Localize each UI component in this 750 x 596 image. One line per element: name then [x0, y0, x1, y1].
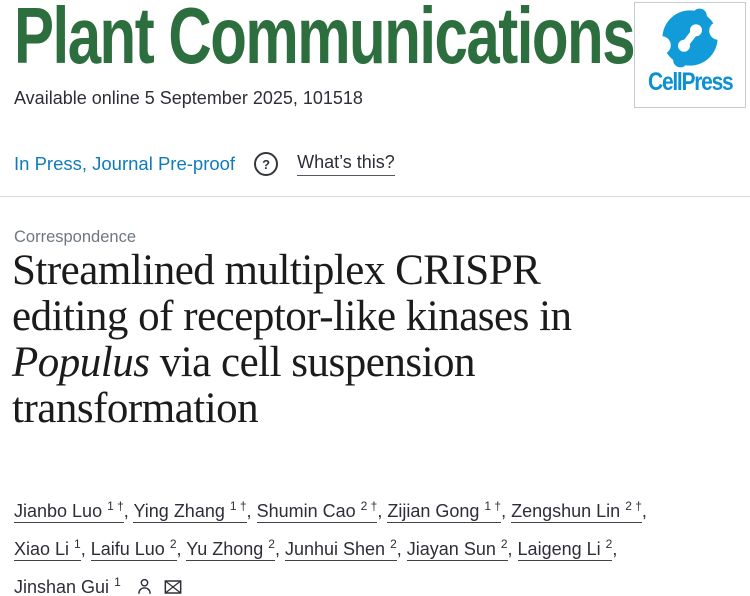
- section-label: Correspondence: [14, 228, 136, 246]
- whats-this-link[interactable]: What’s this?: [297, 152, 395, 176]
- author-link[interactable]: Yu Zhong 2: [186, 537, 275, 561]
- author-link[interactable]: Xiao Li 1: [14, 537, 81, 561]
- author-link[interactable]: Laigeng Li 2: [517, 537, 613, 561]
- author-separator: ,: [641, 501, 647, 521]
- author-separator: ,: [274, 539, 285, 559]
- author-separator: ,: [123, 501, 134, 521]
- author-separator: ,: [246, 501, 257, 521]
- author-separator: ,: [507, 539, 518, 559]
- author-link[interactable]: Junhui Shen 2: [284, 537, 397, 561]
- cellpress-logo[interactable]: CellPress: [634, 2, 746, 108]
- in-press-link[interactable]: In Press, Journal Pre-proof: [14, 153, 236, 174]
- author-link[interactable]: Shumin Cao 2 †: [256, 499, 378, 523]
- author-link[interactable]: Zijian Gong 1 †: [387, 499, 502, 523]
- available-online-date: Available online 5 September 2025, 10151…: [14, 88, 363, 108]
- author-separator: ,: [501, 501, 512, 521]
- author-separator: ,: [377, 501, 388, 521]
- title-line-2: editing of receptor-like kinases in: [12, 293, 572, 340]
- divider: [0, 196, 750, 197]
- cellpress-wordmark: CellPress: [647, 68, 734, 96]
- author-link[interactable]: Zengshun Lin 2 †: [511, 499, 642, 523]
- envelope-icon[interactable]: [163, 577, 183, 596]
- author-separator: ,: [80, 539, 91, 559]
- journal-masthead: Plant Communications: [14, 0, 636, 80]
- title-line-4: transformation: [12, 385, 259, 432]
- title-line-3-rest: via cell suspension: [149, 339, 476, 386]
- author-link[interactable]: Jiayan Sun 2: [406, 537, 508, 561]
- author-separator: ,: [176, 539, 187, 559]
- authors-line: Jianbo Luo 1 †, Ying Zhang 1 †, Shumin C…: [14, 490, 740, 596]
- author-link[interactable]: Ying Zhang 1 †: [133, 499, 247, 523]
- article-title: Streamlined multiplex CRISPR editing of …: [12, 248, 742, 432]
- title-line-1: Streamlined multiplex CRISPR: [12, 247, 541, 294]
- author-link[interactable]: Jianbo Luo 1 †: [14, 499, 124, 523]
- author-separator: ,: [396, 539, 407, 559]
- author-link[interactable]: Jinshan Gui 1: [14, 575, 121, 596]
- cellpress-swirl-icon: [660, 8, 720, 68]
- status-row: In Press, Journal Pre-proof ? What’s thi…: [14, 152, 395, 176]
- author-link[interactable]: Laifu Luo 2: [90, 537, 177, 561]
- corresponding-author-icons: [135, 577, 183, 596]
- person-icon[interactable]: [135, 577, 154, 596]
- author-separator: ,: [612, 539, 618, 559]
- title-species-italic: Populus: [12, 339, 150, 386]
- circled-question-icon[interactable]: ?: [254, 152, 279, 176]
